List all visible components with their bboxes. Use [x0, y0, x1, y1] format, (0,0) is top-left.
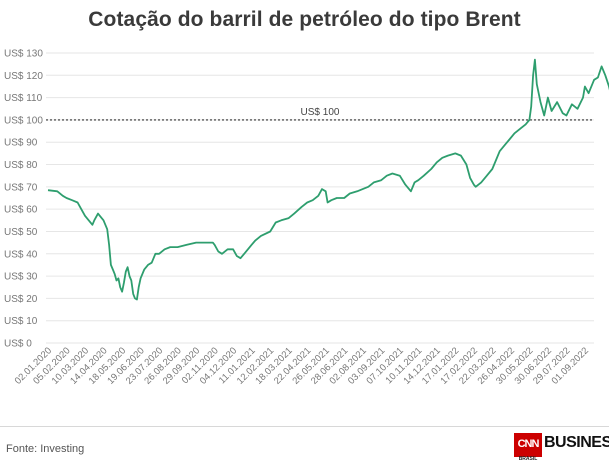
y-tick-label: US$ 40 — [4, 249, 38, 260]
y-axis-ticks: US$ 0 US$ 10 US$ 20 US$ 30 US$ 40 US$ 50 US$ 6… — [4, 49, 43, 350]
y-tick-label: US$ 0 — [4, 339, 32, 350]
brent-price-series-line — [47, 58, 609, 301]
y-tick-label: US$ 110 — [4, 93, 43, 104]
cnn-logo-subtitle: BRASIL — [518, 456, 538, 462]
y-tick-label: US$ 90 — [4, 138, 38, 149]
business-wordmark: BUSINESS. — [544, 434, 609, 452]
footer-divider — [0, 426, 609, 427]
y-tick-label: US$ 20 — [4, 294, 38, 305]
reference-line-label: US$ 100 — [301, 107, 340, 118]
y-tick-label: US$ 50 — [4, 227, 38, 238]
y-tick-label: US$ 70 — [4, 182, 38, 193]
source-note: Fonte: Investing — [6, 443, 85, 455]
y-tick-label: US$ 80 — [4, 160, 38, 171]
cnn-logo-mark: CNN — [514, 433, 542, 457]
cnn-business-logo: CNN BRASIL BUSINESS. — [514, 433, 609, 463]
reference-line-group: US$ 100 — [46, 107, 594, 121]
chart-title: Cotação do barril de petróleo do tipo Br… — [88, 8, 521, 31]
line-chart: US$ 0 US$ 10 US$ 20 US$ 30 US$ 40 US$ 50 US$ 6… — [4, 49, 609, 387]
y-tick-label: US$ 30 — [4, 272, 38, 283]
y-tick-label: US$ 120 — [4, 71, 43, 82]
y-tick-label: US$ 10 — [4, 316, 38, 327]
y-tick-label: US$ 60 — [4, 205, 38, 216]
y-tick-label: US$ 130 — [4, 49, 43, 60]
business-word: BUSINESS — [544, 434, 609, 451]
grid-lines — [46, 52, 594, 344]
y-tick-label: US$ 100 — [4, 115, 43, 126]
x-axis-ticks: 02.01.202005.02.202010.03.202014.04.2020… — [13, 345, 591, 386]
